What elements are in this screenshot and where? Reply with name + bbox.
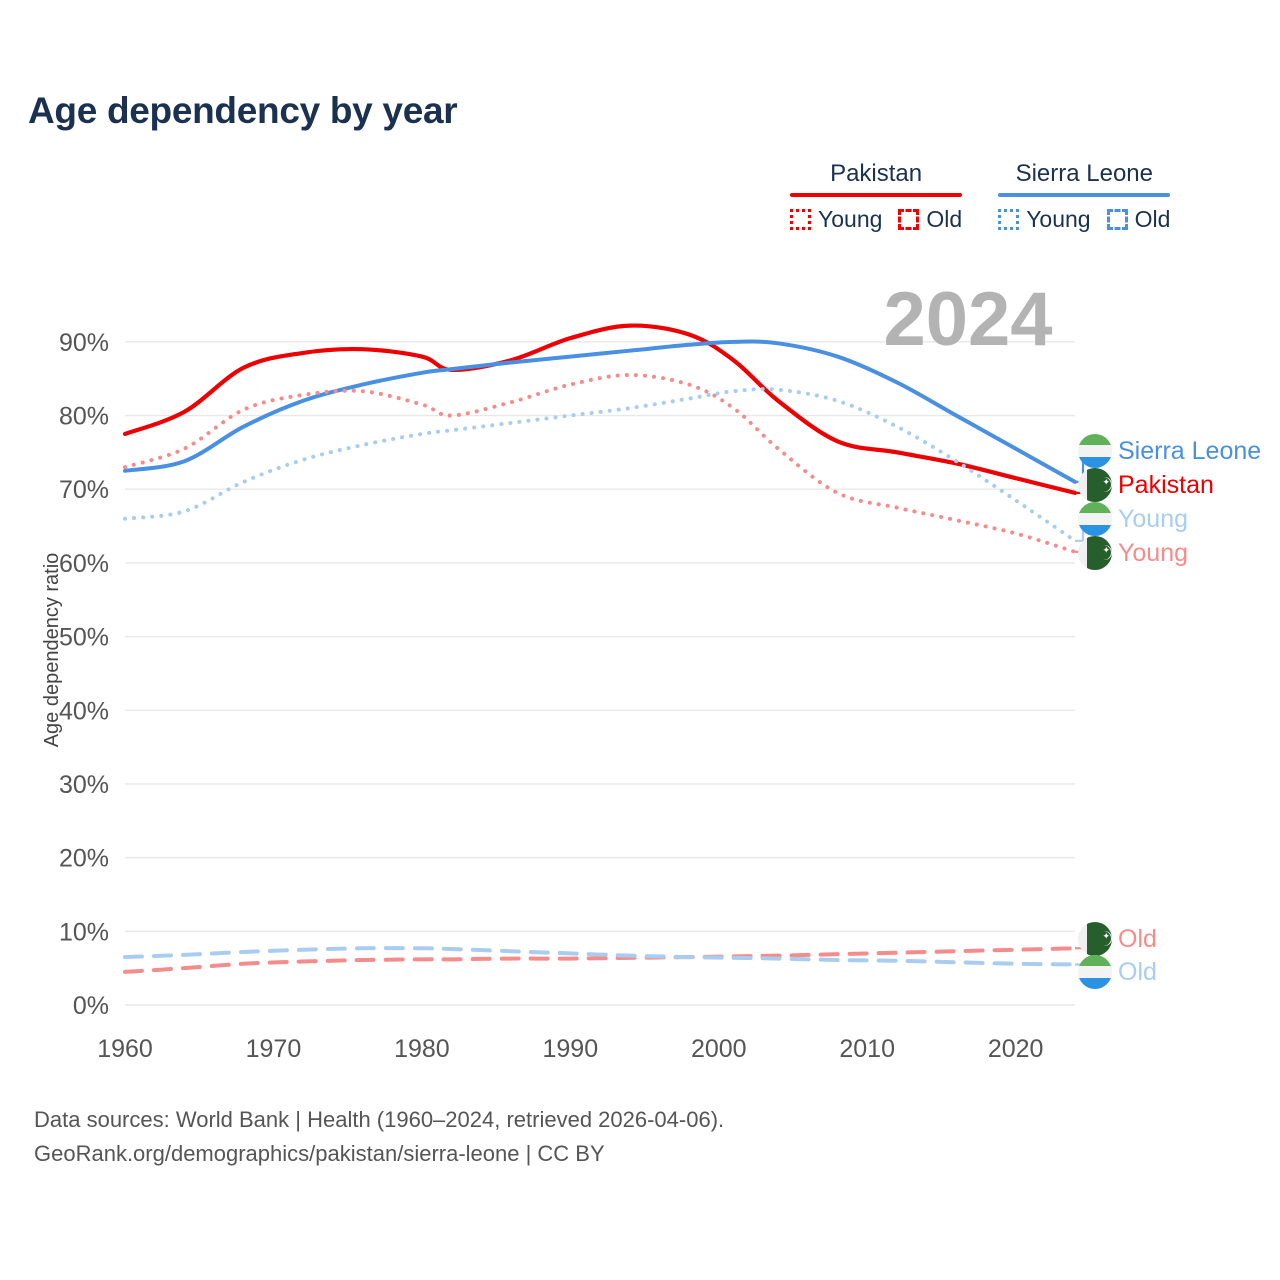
x-tick-label: 2010 (839, 1035, 895, 1060)
line-chart: 0%10%20%30%40%50%60%70%80%90% 1960 1970 19… (41, 277, 1093, 1060)
y-tick-label: 30% (59, 771, 109, 799)
y-tick-label: 10% (59, 918, 109, 946)
year-watermark: 2024 (883, 277, 1052, 362)
y-axis-title: Age dependency ratio (41, 553, 63, 748)
end-label-text: Young (1118, 504, 1188, 533)
sierra-leone-flag-icon (1078, 502, 1112, 536)
end-label-text: Pakistan (1118, 470, 1214, 499)
sierra-leone-flag-icon (1078, 434, 1112, 468)
series-line-sierra-leone (123, 339, 1077, 484)
y-tick-label: 80% (59, 403, 109, 431)
end-label-old-4[interactable]: ✦ Old (1078, 922, 1157, 956)
legend-country-sierra-leone: Sierra Leone (1015, 160, 1154, 187)
legend: Pakistan Young Old Sierra Leone Young Ol… (790, 160, 1270, 233)
footer-line-1: Data sources: World Bank | Health (1960–… (34, 1107, 725, 1132)
y-tick-label: 20% (59, 845, 109, 873)
x-tick-label: 1990 (543, 1035, 599, 1060)
legend-item-sierra-leone-old[interactable]: Old (1106, 206, 1171, 233)
dotted-swatch-icon (998, 209, 1020, 230)
dotted-swatch-icon (790, 209, 811, 230)
y-tick-label: 50% (59, 624, 109, 652)
x-tick-label: 1960 (97, 1035, 153, 1060)
y-axis-tick-labels: 0% 10% 20% 30% 40% 50% 60% 70% 80% 90% (59, 329, 109, 1020)
x-tick-label: 1980 (394, 1035, 450, 1060)
series-line-pakistan-old (123, 946, 1077, 974)
footer-line-2: GeoRank.org/demographics/pakistan/sierra… (34, 1141, 605, 1167)
y-tick-label: 40% (59, 697, 109, 725)
series-lines (122, 323, 1078, 974)
legend-label-pakistan-old: Old (926, 206, 963, 232)
x-axis-tick-labels: 1960 1970 1980 1990 2000 2010 2020 (97, 1035, 1043, 1060)
y-tick-label: 70% (59, 476, 109, 504)
end-label-text: Old (1118, 924, 1157, 953)
series-line-pakistan-young (123, 373, 1077, 554)
y-tick-label: 0% (73, 992, 109, 1020)
chart-plot-area: 0% 10% 20% 30% 40% 50% 60% 70% 80% 90% 1960 1970 19… (0, 260, 1280, 1060)
series-line-pakistan (122, 323, 1078, 495)
dashed-swatch-icon (1106, 209, 1128, 230)
legend-rule-sierra-leone (998, 193, 1171, 197)
legend-item-sierra-leone-young[interactable]: Young (998, 206, 1091, 233)
pakistan-flag-icon: ✦ (1078, 922, 1112, 956)
end-label-sierra-leone-0[interactable]: Sierra Leone (1078, 434, 1261, 468)
legend-group-sierra-leone: Sierra Leone Young Old (998, 160, 1171, 233)
series-line-sierra-leone-young (123, 387, 1077, 543)
end-label-old-5[interactable]: Old (1078, 955, 1157, 989)
x-tick-label: 2020 (988, 1035, 1044, 1060)
series-line-sierra-leone-old (123, 946, 1077, 967)
y-tick-label: 60% (59, 550, 109, 578)
footer-note: Data sources: World Bank | Health (1960–… (34, 1103, 724, 1171)
legend-item-pakistan-old[interactable]: Old (898, 206, 962, 233)
gridlines (125, 341, 1075, 1006)
x-tick-label: 1970 (246, 1035, 302, 1060)
end-label-text: Sierra Leone (1118, 436, 1262, 465)
sierra-leone-flag-icon (1078, 955, 1112, 989)
y-tick-label: 90% (59, 329, 109, 357)
end-label-text: Old (1118, 957, 1157, 986)
end-label-text: Young (1118, 538, 1188, 567)
pakistan-flag-icon: ✦ (1078, 468, 1112, 502)
legend-label-sierra-leone-young: Young (1026, 206, 1091, 232)
end-label-young-2[interactable]: Young (1078, 502, 1188, 536)
legend-group-pakistan: Pakistan Young Old (790, 160, 963, 233)
legend-item-pakistan-young[interactable]: Young (790, 206, 882, 233)
dashed-swatch-icon (898, 209, 920, 230)
legend-rule-pakistan (790, 193, 963, 197)
x-tick-label: 2000 (691, 1035, 747, 1060)
end-label-young-3[interactable]: ✦ Young (1078, 536, 1188, 570)
legend-label-pakistan-young: Young (818, 206, 883, 232)
end-label-pakistan-1[interactable]: ✦ Pakistan (1078, 468, 1214, 502)
legend-label-sierra-leone-old: Old (1134, 206, 1171, 232)
legend-country-pakistan: Pakistan (830, 160, 923, 187)
pakistan-flag-icon: ✦ (1078, 536, 1112, 570)
page-title: Age dependency by year (28, 90, 458, 131)
